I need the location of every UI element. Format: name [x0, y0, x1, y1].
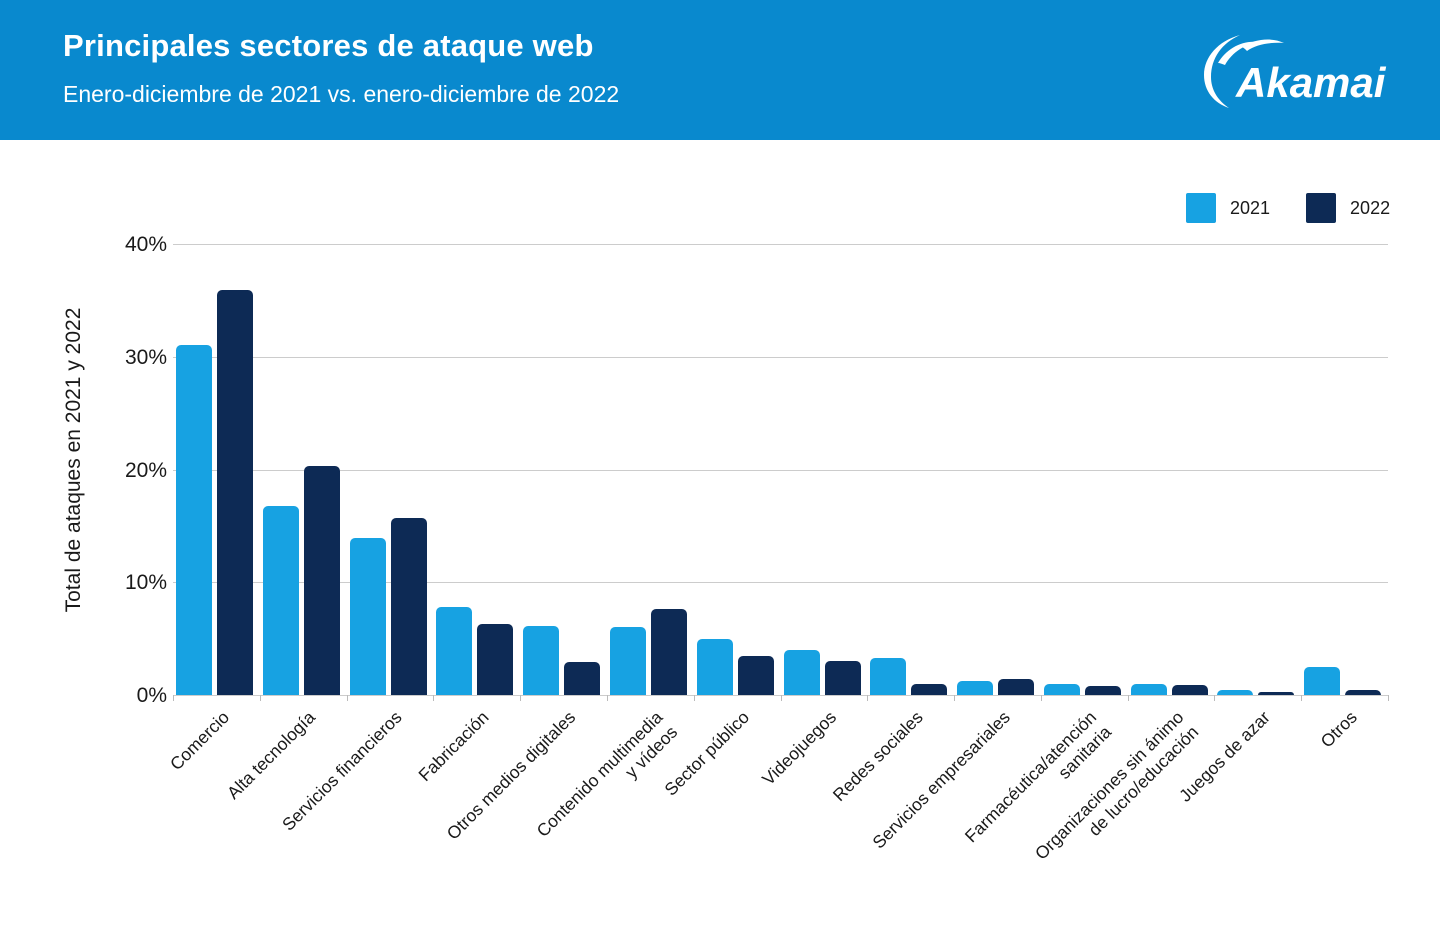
header-banner: Principales sectores de ataque web Enero…	[0, 0, 1440, 140]
legend-item-2021: 2021	[1186, 193, 1270, 223]
x-axis-tick	[1040, 695, 1042, 701]
x-axis-tick	[693, 695, 695, 701]
x-axis-label: Videojuegos	[758, 707, 841, 790]
bar-2021-alta-tecnolog-a	[262, 505, 299, 695]
y-tick-label: 40%	[124, 233, 167, 256]
x-axis-tick	[1214, 695, 1216, 701]
x-axis-label: Sector público	[660, 707, 754, 800]
bar-2022-servicios-financieros	[390, 517, 427, 695]
x-axis-label: Redes sociales	[828, 707, 927, 806]
gridline-10%	[173, 582, 1388, 584]
bar-2021-juegos-de-azar	[1217, 690, 1254, 695]
gridline-30%	[173, 356, 1388, 358]
gridline-20%	[173, 469, 1388, 471]
y-tick-label: 0%	[136, 684, 167, 707]
x-axis-tick	[1388, 695, 1389, 701]
chart-legend: 2021 2022	[1186, 193, 1390, 223]
bar-2022-redes-sociales	[911, 683, 948, 695]
x-axis-tick	[520, 695, 522, 701]
bar-2022-contenido-multimedia	[650, 609, 687, 695]
y-tick-label: 30%	[124, 345, 167, 369]
bar-2022-alta-tecnolog-a	[303, 466, 340, 695]
x-axis-tick	[259, 695, 261, 701]
bar-2021-otros	[1304, 666, 1341, 695]
akamai-wave-icon	[1204, 35, 1240, 108]
bar-2022-sector-p-blico	[737, 655, 774, 695]
bar-2022-comercio	[217, 290, 253, 695]
akamai-wave-icon	[1218, 41, 1258, 65]
bar-2021-fabricaci-n	[436, 607, 473, 695]
x-axis-tick	[780, 695, 782, 701]
bar-2021-comercio	[176, 345, 212, 695]
bar-2021-organizaciones-sin-nimo	[1130, 683, 1167, 695]
bar-2021-farmac-utica-atenci-n	[1043, 683, 1080, 695]
bar-2022-otros	[1345, 690, 1382, 695]
y-axis-title: Total de ataques en 2021 y 2022	[62, 307, 85, 613]
gridline-40%	[173, 244, 1388, 245]
bar-2022-fabricaci-n	[477, 623, 514, 695]
x-axis-tick	[606, 695, 608, 701]
x-axis-tick	[867, 695, 869, 701]
x-axis-label: Alta tecnología	[223, 707, 320, 804]
bar-2022-videojuegos	[824, 661, 861, 695]
akamai-logo: Akamai	[1204, 35, 1387, 108]
legend-label-2022: 2022	[1350, 197, 1391, 218]
bar-2021-videojuegos	[783, 649, 820, 695]
x-axis-label: Juegos de azar	[1175, 707, 1274, 806]
legend-swatch-2022	[1306, 193, 1337, 223]
bar-2021-contenido-multimedia	[609, 627, 646, 695]
bar-2022-organizaciones-sin-nimo	[1171, 684, 1208, 695]
x-axis-label: Fabricación	[414, 707, 493, 786]
x-axis-tick	[1301, 695, 1303, 701]
bar-2022-otros-medios-digitales	[564, 662, 601, 695]
bar-2021-servicios-financieros	[349, 538, 386, 695]
legend-item-2022: 2022	[1306, 193, 1390, 223]
page-subtitle: Enero-diciembre de 2021 vs. enero-diciem…	[63, 81, 620, 107]
legend-swatch-2021	[1186, 193, 1216, 223]
bar-2021-servicios-empresariales	[957, 681, 994, 695]
y-tick-label: 10%	[124, 571, 167, 595]
bar-2022-farmac-utica-atenci-n	[1084, 685, 1121, 695]
page-title: Principales sectores de ataque web	[63, 28, 594, 63]
x-axis-label: Comercio	[165, 707, 233, 775]
x-axis-tick	[433, 695, 435, 701]
bar-2022-juegos-de-azar	[1258, 691, 1295, 695]
legend-label-2021: 2021	[1230, 197, 1271, 218]
y-tick-label: 20%	[124, 458, 167, 482]
bar-2021-sector-p-blico	[696, 638, 733, 695]
x-axis-tick	[954, 695, 956, 701]
bar-2021-redes-sociales	[870, 657, 907, 695]
x-axis-label: Otros	[1316, 707, 1361, 752]
bar-2021-otros-medios-digitales	[523, 626, 560, 695]
bar-2022-servicios-empresariales	[998, 679, 1035, 695]
x-axis-tick	[346, 695, 348, 701]
x-axis-tick	[173, 695, 174, 701]
akamai-wave-icon	[1242, 39, 1284, 51]
akamai-wordmark: Akamai	[1235, 59, 1387, 106]
x-axis-tick	[1127, 695, 1129, 701]
